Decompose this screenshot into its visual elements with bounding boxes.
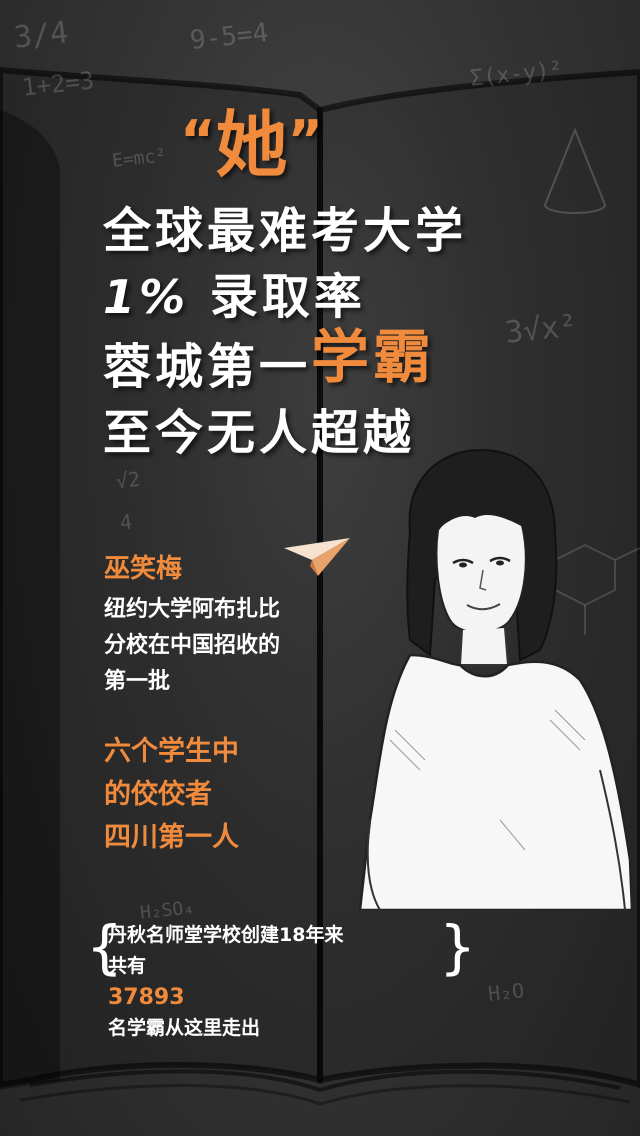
description-line: 第一批 — [104, 669, 171, 694]
paper-plane-icon — [284, 538, 350, 576]
highlight-line: 的佼佼者 — [104, 779, 212, 810]
acceptance-rate: 1% — [103, 270, 190, 324]
description-line: 分校在中国招收的 — [104, 633, 281, 658]
scribble-sqrt2: √2 — [114, 466, 142, 494]
scribble-fraction: 3/4 — [12, 15, 70, 56]
footer-line-1: 丹秋名师堂学校创建18年来 — [108, 924, 344, 946]
footer-text: 丹秋名师堂学校创建18年来 共有 37893 名学霸从这里走出 — [108, 920, 458, 1044]
title-word: 她 — [215, 103, 288, 187]
right-brace-icon: } — [439, 913, 476, 981]
footer-suffix: 名学霸从这里走出 — [108, 1017, 261, 1039]
left-brace-icon: { — [86, 913, 123, 981]
headline-line-1: 全球最难考大学 — [103, 203, 468, 259]
top-student-label: 学霸 — [311, 323, 436, 391]
city-first-label: 蓉城第一 — [103, 339, 312, 395]
student-portrait-sketch — [358, 448, 634, 910]
school-footer: { 丹秋名师堂学校创建18年来 共有 37893 名学霸从这里走出 } — [86, 916, 476, 1039]
page-title: “她” — [180, 100, 380, 190]
student-count: 37893 — [108, 985, 185, 1010]
headline: 全球最难考大学 1% 录取率 蓉城第一学霸 至今无人超越 — [103, 198, 523, 466]
headline-line-3: 蓉城第一学霸 — [103, 324, 523, 400]
student-name: 巫笑梅 — [104, 554, 183, 584]
student-description: 纽约大学阿布扎比 分校在中国招收的 第一批 — [104, 592, 364, 700]
open-quote: “ — [180, 109, 216, 172]
scribble-water: H₂O — [486, 978, 526, 1006]
description-line: 纽约大学阿布扎比 — [104, 597, 281, 622]
headline-line-4: 至今无人超越 — [103, 405, 416, 461]
acceptance-label: 录取率 — [209, 269, 366, 325]
footer-prefix: 共有 — [108, 955, 147, 977]
close-quote: ” — [287, 109, 324, 172]
scribble-four: 4 — [118, 509, 134, 535]
headline-line-2: 1% 录取率 — [103, 264, 523, 330]
student-highlight: 六个学生中 的佼佼者 四川第一人 — [104, 730, 364, 859]
footer-line-2: 共有 37893 名学霸从这里走出 — [108, 951, 458, 1044]
highlight-line: 六个学生中 — [104, 736, 239, 767]
highlight-line: 四川第一人 — [104, 822, 239, 853]
